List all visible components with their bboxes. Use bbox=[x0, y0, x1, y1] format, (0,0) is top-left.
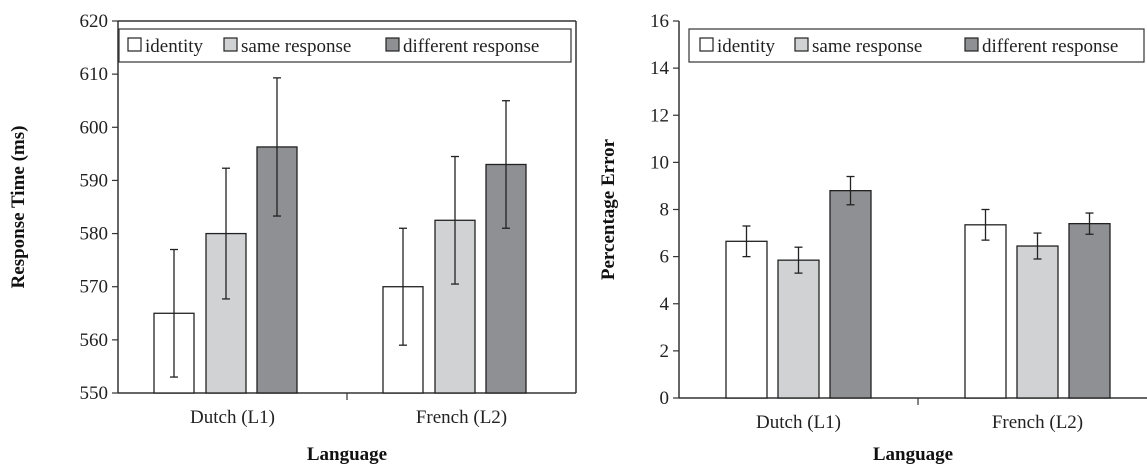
y-tick-label: 6 bbox=[660, 247, 670, 268]
y-tick-label: 610 bbox=[80, 64, 109, 85]
legend-label: identity bbox=[145, 36, 204, 57]
legend-label: identity bbox=[717, 36, 776, 57]
legend-box bbox=[688, 28, 1145, 63]
bar bbox=[1016, 245, 1059, 399]
y-tick-label: 620 bbox=[80, 11, 109, 32]
y-tick-label: 0 bbox=[660, 388, 670, 409]
bar bbox=[964, 224, 1007, 399]
x-axis-title: Language bbox=[307, 444, 387, 465]
legend-label: same response bbox=[812, 36, 922, 57]
percentage-error-chart: 0 2 4 6 8 10 12 14 16 Dutch (L1) French (L2) Langua… bbox=[598, 11, 1147, 465]
y-tick-label: 16 bbox=[650, 11, 669, 32]
legend-label: same response bbox=[241, 36, 351, 57]
y-tick-label: 570 bbox=[80, 277, 109, 298]
legend-swatch bbox=[385, 37, 400, 52]
y-tick-label: 12 bbox=[650, 105, 669, 126]
y-tick-label: 10 bbox=[650, 152, 669, 173]
legend-label: different response bbox=[982, 36, 1118, 57]
bar bbox=[829, 189, 872, 399]
y-tick-label: 8 bbox=[660, 200, 670, 221]
legend-swatch bbox=[964, 37, 979, 52]
legend-swatch bbox=[223, 37, 238, 52]
y-tick-label: 580 bbox=[80, 224, 109, 245]
y-axis-title: Response Time (ms) bbox=[8, 126, 29, 289]
y-axis-title: Percentage Error bbox=[598, 138, 619, 280]
x-tick-label: Dutch (L1) bbox=[756, 412, 841, 433]
legend-swatch bbox=[699, 37, 714, 52]
y-tick-label: 4 bbox=[660, 294, 670, 315]
legend-box bbox=[118, 28, 572, 63]
y-tick-label: 600 bbox=[80, 117, 109, 138]
y-tick-label: 14 bbox=[650, 58, 670, 79]
x-tick-label: Dutch (L1) bbox=[190, 407, 275, 428]
bar bbox=[777, 259, 820, 399]
legend-swatch bbox=[794, 37, 809, 52]
y-tick-label: 2 bbox=[660, 341, 670, 362]
legend-label: different response bbox=[403, 36, 539, 57]
legend-swatch bbox=[127, 37, 142, 52]
y-tick-label: 560 bbox=[80, 330, 109, 351]
bar bbox=[725, 240, 768, 399]
y-tick-label: 550 bbox=[80, 383, 109, 404]
x-axis-title: Language bbox=[873, 444, 953, 465]
bar bbox=[1068, 222, 1111, 399]
x-tick-label: French (L2) bbox=[416, 407, 507, 428]
y-tick-label: 590 bbox=[80, 170, 109, 191]
x-tick-label: French (L2) bbox=[992, 412, 1083, 433]
response-time-chart: 550 560 570 580 590 600 610 620 Dutch (L1) French… bbox=[8, 11, 577, 465]
